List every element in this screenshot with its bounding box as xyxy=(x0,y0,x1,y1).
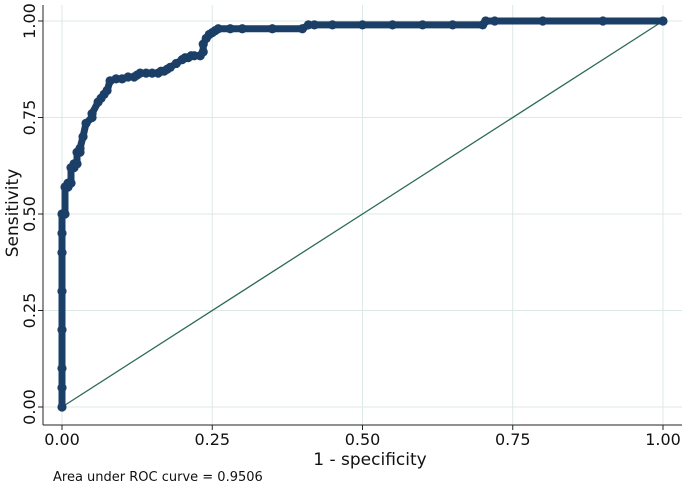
y-tick-label: 0.00 xyxy=(20,389,39,425)
x-tick-label: 0.50 xyxy=(345,430,381,449)
y-tick-label: 0.25 xyxy=(20,293,39,329)
roc-point xyxy=(87,109,97,119)
x-tick-label: 0.25 xyxy=(194,430,230,449)
roc-curve xyxy=(57,16,668,412)
roc-point xyxy=(309,20,320,30)
roc-point xyxy=(75,143,85,153)
roc-point xyxy=(78,132,88,142)
x-tick-label: 0.00 xyxy=(44,430,80,449)
roc-point xyxy=(387,20,398,30)
roc-point xyxy=(66,178,76,188)
roc-point xyxy=(481,16,491,26)
x-tick-label: 0.75 xyxy=(495,430,531,449)
roc-point xyxy=(57,383,67,393)
axes: 0.00 0.25 0.50 0.75 1.00 0.00 0.25 0.50 0.75 1.00 xyxy=(20,3,682,449)
roc-point xyxy=(448,20,458,30)
y-axis-label: Sensitivity xyxy=(3,169,23,258)
roc-point xyxy=(81,118,91,128)
y-tick-label: 0.75 xyxy=(20,100,39,136)
roc-point xyxy=(658,16,668,26)
roc-point xyxy=(357,20,368,30)
y-tick-label: 1.00 xyxy=(20,3,39,39)
roc-point xyxy=(57,228,67,238)
roc-point xyxy=(57,325,67,335)
roc-point xyxy=(418,20,428,30)
grid-lines xyxy=(43,5,682,425)
roc-point xyxy=(60,209,70,219)
reference-line xyxy=(61,20,664,408)
roc-point xyxy=(198,47,208,57)
auc-annotation: Area under ROC curve = 0.9506 xyxy=(53,470,263,485)
roc-point xyxy=(57,286,67,296)
roc-point xyxy=(237,24,247,34)
roc-point xyxy=(267,24,277,34)
roc-point xyxy=(57,363,67,373)
diagonal-line xyxy=(61,20,664,408)
roc-point xyxy=(213,24,223,34)
roc-point xyxy=(327,20,338,30)
roc-point xyxy=(57,402,67,412)
roc-point xyxy=(72,159,82,169)
y-tick-label: 0.50 xyxy=(20,196,39,232)
x-axis-label: 1 - specificity xyxy=(313,450,426,470)
roc-point xyxy=(538,16,548,26)
roc-point xyxy=(102,85,112,96)
roc-point xyxy=(598,16,608,26)
roc-point xyxy=(225,24,235,34)
roc-point xyxy=(57,248,67,258)
roc-point xyxy=(490,16,500,26)
x-tick-label: 1.00 xyxy=(645,430,681,449)
